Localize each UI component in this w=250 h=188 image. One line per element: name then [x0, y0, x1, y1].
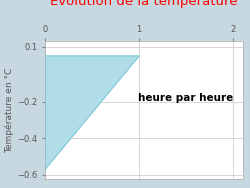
Polygon shape	[45, 56, 139, 169]
Y-axis label: Température en °C: Température en °C	[5, 67, 14, 153]
Text: heure par heure: heure par heure	[138, 93, 234, 103]
Title: Evolution de la température: Evolution de la température	[50, 0, 238, 8]
